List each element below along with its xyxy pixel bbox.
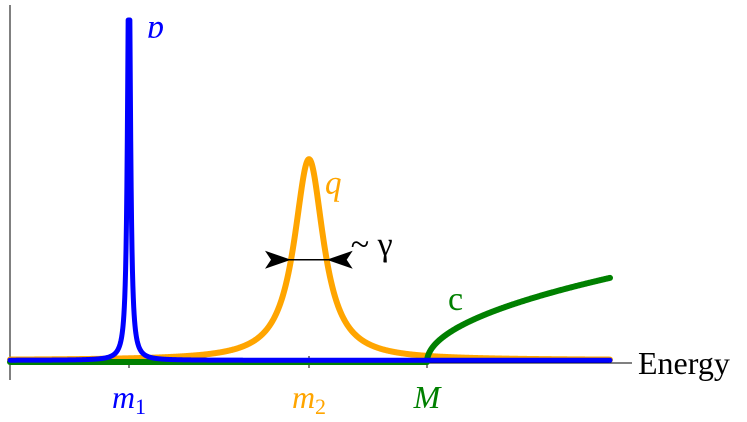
tick-label-m2: m2: [292, 379, 326, 419]
x-axis-label: Energy: [638, 345, 730, 381]
width-arrow-left: [265, 250, 291, 269]
curve-c: [7, 274, 613, 365]
series-label-a: a: [147, 14, 164, 51]
series-label-c: c: [448, 281, 463, 318]
width-label: ~ γ: [351, 227, 393, 264]
curve-a: [7, 17, 613, 363]
tick-label-M: M: [413, 379, 443, 415]
width-arrow-right: [326, 250, 353, 269]
series-label-b: b: [325, 170, 342, 207]
tick-label-m1: m1: [112, 379, 146, 419]
width-annotation: ~ γ: [265, 227, 393, 269]
